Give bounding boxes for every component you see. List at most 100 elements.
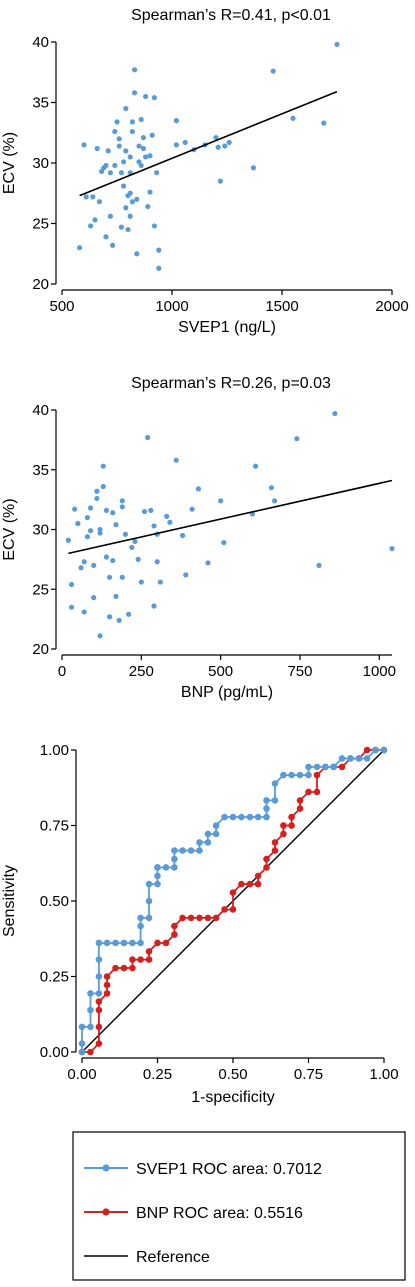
x-tick-label: 0.75 <box>294 1066 323 1083</box>
data-point <box>127 154 133 160</box>
data-point <box>132 67 138 73</box>
data-point <box>91 595 97 601</box>
data-point <box>132 90 138 96</box>
y-tick-label: 20 <box>32 641 49 658</box>
series-point <box>229 889 237 896</box>
data-point <box>182 139 188 146</box>
series-point <box>95 973 103 980</box>
data-point <box>112 162 118 169</box>
series-point <box>280 822 287 829</box>
series-point <box>313 771 321 779</box>
y-tick-label: 35 <box>32 95 49 112</box>
series-point <box>246 813 254 821</box>
series-point <box>229 813 237 821</box>
data-point <box>103 507 110 513</box>
series-point <box>95 998 103 1005</box>
series-point <box>271 847 279 854</box>
data-point <box>72 506 78 512</box>
data-point <box>94 488 100 494</box>
data-point <box>290 115 296 121</box>
series-point <box>112 964 119 972</box>
series-point <box>112 939 119 947</box>
x-tick-label: 1000 <box>363 663 396 680</box>
data-point <box>90 194 96 200</box>
y-tick-label: 0.25 <box>40 969 69 986</box>
data-point <box>151 523 157 529</box>
series-point <box>171 864 178 871</box>
series-point <box>171 931 178 938</box>
data-point <box>294 436 300 442</box>
data-point <box>148 507 154 513</box>
series-point <box>145 956 153 963</box>
x-tick-label: 0 <box>58 663 66 680</box>
series-point <box>280 830 287 838</box>
data-point <box>121 183 127 189</box>
series-point <box>154 864 161 871</box>
data-point <box>143 93 149 100</box>
series-point <box>330 763 337 771</box>
data-point <box>129 544 135 551</box>
data-point <box>113 593 119 600</box>
data-point <box>136 143 142 149</box>
series-point <box>196 847 203 854</box>
data-point <box>92 217 98 223</box>
series-point <box>171 855 178 863</box>
x-tick-label: 0.00 <box>67 1066 96 1083</box>
x-axis-label: 1-specificity <box>191 1089 275 1106</box>
data-point <box>119 504 125 510</box>
data-point <box>110 557 116 564</box>
data-point <box>183 572 189 578</box>
chart-title: Spearman’s R=0.41, p<0.01 <box>131 7 331 24</box>
data-point <box>119 498 125 504</box>
data-point <box>332 410 338 417</box>
series-point <box>305 788 312 796</box>
y-tick-label: 20 <box>32 276 49 293</box>
series-point <box>179 914 186 922</box>
x-axis-label: BNP (pg/mL) <box>181 684 273 701</box>
series-point <box>254 880 262 888</box>
series-point <box>171 847 178 854</box>
series-point <box>238 813 245 821</box>
series-point <box>204 914 212 922</box>
data-point <box>151 603 157 609</box>
data-point <box>105 148 111 154</box>
series-point <box>95 1006 103 1014</box>
y-tick-label: 1.00 <box>40 742 69 759</box>
data-point <box>154 170 160 176</box>
data-point <box>154 559 160 565</box>
data-point <box>91 562 97 568</box>
series-point <box>212 914 220 922</box>
data-point <box>114 119 120 125</box>
series-point <box>254 813 262 821</box>
legend-swatch-marker <box>102 1208 110 1216</box>
series-point <box>103 939 111 947</box>
x-tick-label: 0.50 <box>218 1066 247 1083</box>
chart-2: Spearman’s R=0.26, p=0.03 0 250 500 750 1000 2… <box>1 375 396 701</box>
data-point <box>143 154 149 160</box>
series-point <box>137 956 144 963</box>
series-point <box>129 964 136 972</box>
data-point <box>138 579 144 585</box>
series-point <box>212 822 220 829</box>
series-point <box>95 956 103 963</box>
series-point <box>305 763 312 771</box>
data-point <box>97 633 103 639</box>
data-point <box>316 562 322 568</box>
data-point <box>83 194 89 200</box>
x-tick-label: 250 <box>129 663 154 680</box>
series-point <box>145 897 153 905</box>
data-point <box>145 203 151 210</box>
series-point <box>204 839 212 846</box>
data-point <box>94 145 100 152</box>
series-point <box>145 914 153 922</box>
data-point <box>110 242 116 248</box>
data-point <box>68 581 75 588</box>
data-point <box>97 526 103 533</box>
data-point <box>116 143 122 149</box>
data-point <box>218 498 224 504</box>
data-point <box>189 506 195 512</box>
series-point <box>120 964 128 972</box>
series-point <box>137 922 144 930</box>
data-point <box>127 213 133 219</box>
